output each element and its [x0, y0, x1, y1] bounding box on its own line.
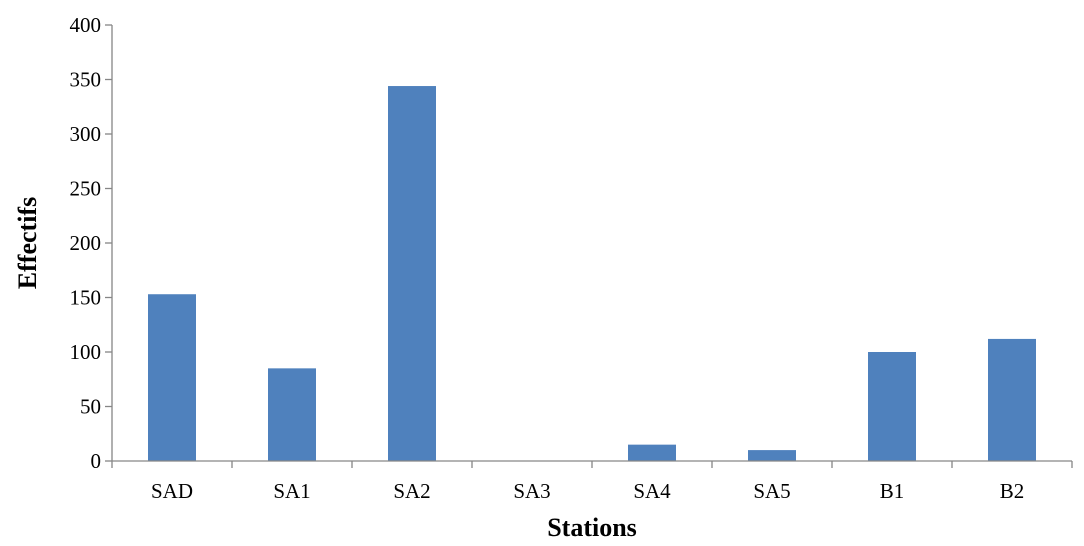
y-tick-labels: 0 50 100 150 200 250 300 350 400: [70, 13, 102, 473]
x-tick-label: SA4: [633, 479, 671, 503]
y-tick-label: 250: [70, 177, 102, 201]
bar-sa1: [268, 368, 316, 461]
bar-sad: [148, 294, 196, 461]
x-tick-label: B2: [1000, 479, 1025, 503]
x-tick-label: SA1: [273, 479, 310, 503]
axes: [105, 24, 1073, 468]
bar-b2: [988, 338, 1036, 461]
bar-sa2: [388, 86, 436, 461]
bar-b1: [868, 352, 916, 461]
y-tick-label: 400: [70, 13, 102, 37]
x-tick-label: SA3: [513, 479, 550, 503]
x-tick-label: B1: [880, 479, 905, 503]
x-tick-label: SA5: [753, 479, 790, 503]
x-tick-label: SAD: [151, 479, 193, 503]
y-tick-label: 100: [70, 340, 102, 364]
x-axis-title: Stations: [547, 513, 637, 542]
y-tick-label: 0: [91, 449, 102, 473]
y-tick-label: 350: [70, 68, 102, 92]
y-tick-label: 150: [70, 286, 102, 310]
y-tick-label: 300: [70, 122, 102, 146]
bar-sa5: [748, 450, 796, 461]
x-tick-labels: SAD SA1 SA2 SA3 SA4 SA5 B1 B2: [151, 479, 1024, 503]
x-tick-label: SA2: [393, 479, 430, 503]
y-tick-label: 50: [80, 395, 101, 419]
y-tick-label: 200: [70, 231, 102, 255]
bar-sa4: [628, 444, 676, 461]
bars: [148, 86, 1036, 461]
y-axis-title: Effectifs: [13, 197, 42, 289]
